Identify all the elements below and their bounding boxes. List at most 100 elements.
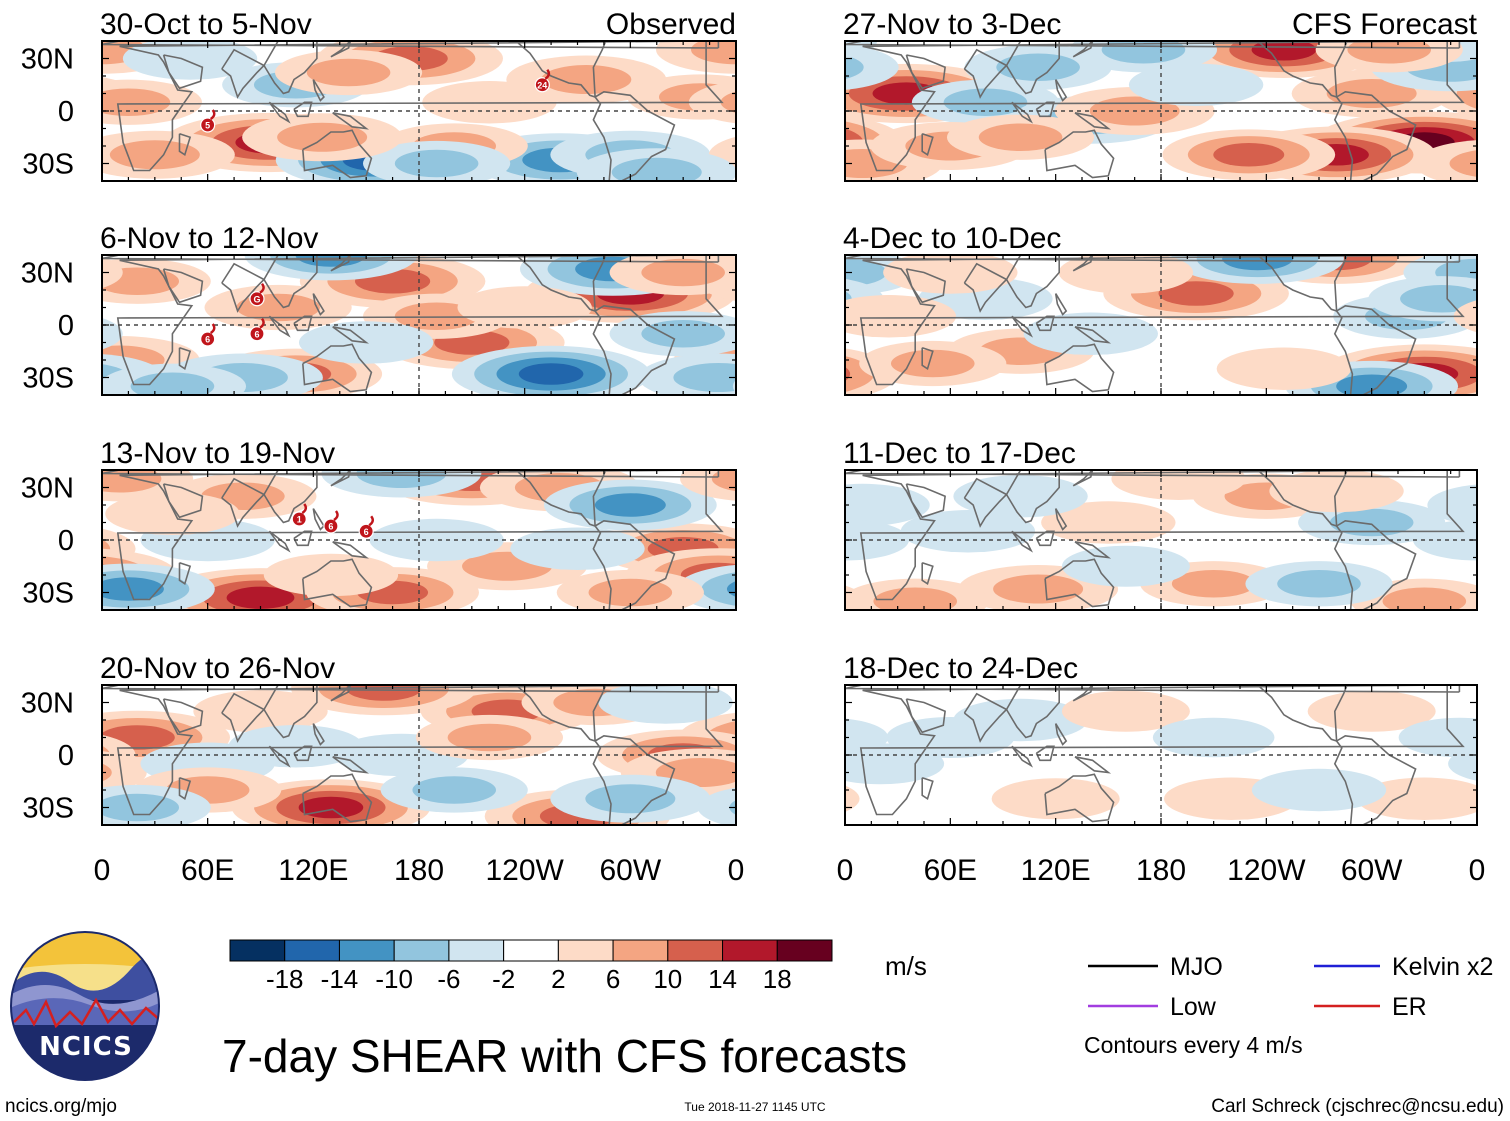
anomaly-contour — [1222, 255, 1294, 271]
storm-marker: 6 — [358, 515, 375, 539]
panel-title: 13-Nov to 19-Nov — [100, 437, 335, 470]
x-tick-label: 0 — [837, 854, 854, 887]
storm-label: 6 — [205, 335, 210, 345]
y-tick-label: 0 — [58, 525, 74, 557]
panel-title: 4-Dec to 10-Dec — [843, 222, 1061, 255]
anomaly-contour — [122, 41, 258, 80]
anomaly-contour — [1251, 768, 1387, 812]
anomaly-contour — [1336, 374, 1408, 395]
panel-7: 20-Nov to 26-Nov 30N 0 30S — [0, 652, 737, 836]
anomaly-contour — [102, 256, 123, 289]
anomaly-contour — [953, 475, 1088, 518]
legend: MJO Kelvin x2 Low ER Contours every 4 m/… — [1084, 953, 1493, 1058]
anomaly-contour — [394, 302, 479, 331]
anomaly-contour — [1128, 63, 1264, 106]
anomaly-contour — [1216, 347, 1352, 390]
panel-2: 27-Nov to 3-Dec CFS Forecast — [762, 8, 1510, 182]
anomaly-contour — [102, 750, 147, 795]
anomaly-contour — [0, 257, 16, 282]
panel-title: 6-Nov to 12-Nov — [100, 222, 318, 255]
anomaly-contour — [1357, 777, 1477, 820]
anomaly-contour — [701, 572, 736, 606]
colorbar-tick-label: 2 — [551, 964, 565, 994]
anomaly-contour — [1382, 587, 1467, 610]
colorbar-tick-label: 18 — [763, 964, 792, 994]
panel-title: 18-Dec to 24-Dec — [843, 652, 1078, 685]
chart-title: 7-day SHEAR with CFS forecasts — [222, 1030, 907, 1082]
storm-label: 5 — [205, 121, 210, 131]
colorbar-swatch — [338, 939, 395, 962]
anomaly-contour — [1453, 300, 1477, 333]
anomaly-contour — [226, 586, 295, 609]
anomaly-contour — [1449, 150, 1477, 177]
anomaly-contour — [1398, 717, 1477, 758]
anomaly-contour — [762, 132, 823, 152]
footer-timestamp: Tue 2018-11-27 1145 UTC — [684, 1100, 826, 1114]
column-label: CFS Forecast — [1292, 8, 1478, 41]
anomaly-contour — [1502, 122, 1510, 170]
colorbar-swatch — [229, 939, 286, 962]
anomaly-contour — [845, 258, 887, 287]
anomaly-contour — [1023, 312, 1158, 355]
anomaly-contour — [1171, 569, 1256, 598]
y-tick-label: 0 — [58, 96, 74, 128]
x-tick-label: 0 — [94, 854, 111, 887]
panel-title: 11-Dec to 17-Dec — [843, 437, 1076, 470]
anomaly-contour — [845, 519, 909, 561]
storm-label: 24 — [537, 80, 547, 90]
anomaly-contour — [733, 302, 817, 330]
anomaly-contour — [1061, 545, 1190, 587]
anomaly-contour — [0, 689, 3, 717]
footer-credit: Carl Schreck (cjschrec@ncsu.edu) — [1211, 1096, 1504, 1117]
anomaly-contour — [510, 527, 645, 570]
anomaly-contour — [720, 91, 736, 113]
anomaly-contour — [412, 776, 497, 804]
storm-marker: 5 — [200, 109, 216, 133]
anomaly-contour — [369, 518, 504, 562]
anomaly-contour — [1058, 255, 1194, 294]
panel-6: 11-Dec to 17-Dec — [843, 437, 1478, 611]
colorbar-swatch — [284, 939, 340, 962]
x-tick-label: 180 — [1136, 854, 1186, 887]
continent-outlines — [845, 685, 1465, 825]
anomaly-contour — [733, 733, 736, 742]
anomaly-contour — [673, 363, 736, 392]
anomaly-contour — [1158, 281, 1234, 306]
x-tick-label: 60W — [1341, 854, 1403, 887]
anomaly-contour — [518, 363, 584, 385]
anomaly-contour — [680, 470, 736, 501]
anomaly-contour — [1427, 484, 1477, 526]
anomaly-contour — [726, 581, 736, 597]
anomaly-contour — [611, 157, 702, 181]
anomaly-contour — [1481, 76, 1510, 111]
y-tick-label: 30N — [21, 473, 74, 505]
anomaly-contour — [394, 149, 479, 178]
anomaly-contour — [102, 318, 123, 350]
anomaly-contour — [588, 578, 673, 607]
panel-title: 30-Oct to 5-Nov — [100, 8, 312, 41]
colorbar-tick-label: -6 — [437, 964, 460, 994]
anomaly-contour — [1329, 508, 1414, 537]
anomaly-contour — [1326, 79, 1417, 108]
anomaly-contour — [0, 346, 16, 402]
y-tick-label: 30N — [21, 258, 74, 290]
column-label: Observed — [606, 8, 736, 41]
anomaly-contour — [845, 44, 899, 90]
anomaly-contour — [1111, 470, 1246, 500]
shear-field — [733, 255, 1477, 395]
footer-url: ncics.org/mjo — [5, 1096, 117, 1117]
storm-label: 1 — [297, 515, 302, 525]
colorbar-tick-label: -2 — [492, 964, 515, 994]
anomaly-contour — [0, 797, 9, 836]
anomaly-contour — [1061, 690, 1190, 732]
units-label: m/s — [885, 951, 927, 981]
continent-outlines — [102, 470, 724, 610]
panel-ticks — [101, 255, 737, 395]
legend-label-er: ER — [1392, 993, 1427, 1021]
anomaly-contour — [943, 88, 1028, 117]
anomaly-contour — [845, 785, 860, 812]
anomaly-contour — [845, 55, 864, 80]
anomaly-contour — [1400, 284, 1477, 313]
anomaly-contour — [978, 123, 1063, 152]
